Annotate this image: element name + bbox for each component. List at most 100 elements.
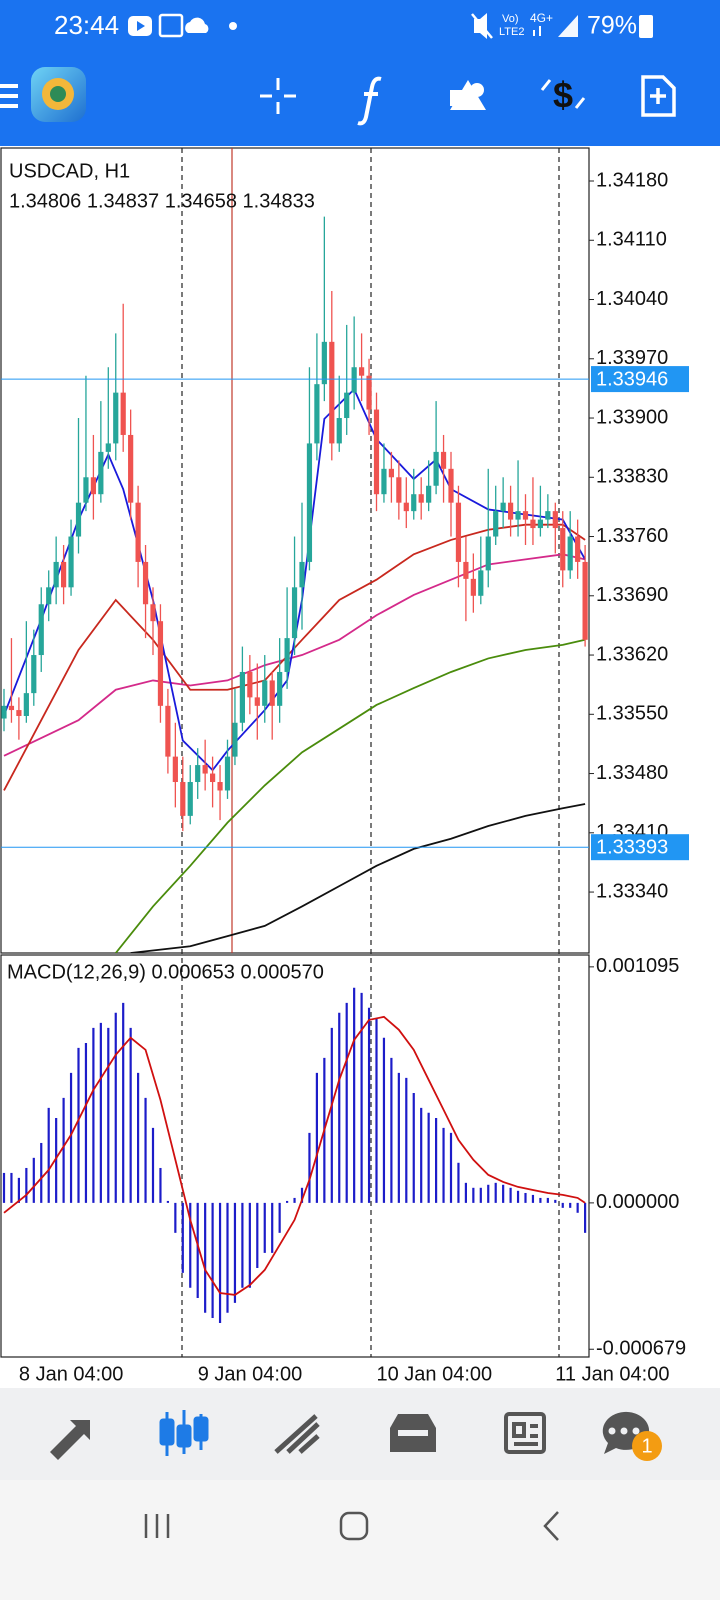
y-tick-label: 1.33830 [596,466,668,488]
ohlc-label: 1.34806 1.34837 1.34658 1.34833 [9,190,315,212]
period-separators [181,148,560,1357]
candle-body [105,443,111,452]
network-label: 4G+ [530,11,553,25]
candle-body [582,561,588,640]
news-tab[interactable] [504,1412,546,1454]
price-frame [0,147,590,954]
y-tick-label: 1.34110 [596,229,667,251]
price-tag [591,366,689,393]
y-tick-label: 1.33970 [596,347,668,369]
candle-body [515,511,521,520]
candle-body [180,782,186,816]
candle-body [344,392,350,419]
candle-body [485,536,491,571]
candle-body [247,671,253,698]
back-button[interactable] [543,1511,559,1541]
y-tick-label: 1.33690 [596,584,668,606]
indicators-button[interactable] [357,76,382,126]
candle-body [433,451,439,486]
candle-body [128,434,134,503]
price-tag-label: 1.33393 [596,836,668,858]
candle-body [120,392,126,435]
candle-body [150,604,156,622]
candle-body [224,756,231,791]
candle-body [1,705,7,719]
candle-body [113,392,119,444]
candle-body [262,680,268,706]
candle-body [31,655,37,694]
macd-label: MACD(12,26,9) 0.000653 0.000570 [7,961,324,983]
history-tab[interactable] [390,1414,436,1452]
notification-icons [128,13,237,38]
candle-body [396,477,402,503]
candle-body [202,765,208,774]
candle-body [508,502,514,520]
candle-body [90,477,96,495]
quotes-tab[interactable] [50,1420,90,1460]
candle-body [448,468,454,503]
crosshair-button[interactable] [260,78,296,114]
y-tick-label: 1.33550 [596,703,668,725]
price-tag-label: 1.33946 [596,368,668,390]
message-badge: 1 [641,1435,652,1457]
macd-plot [2,987,587,1323]
candle-body [537,519,543,529]
recent-apps-button[interactable] [144,1514,170,1538]
candle-body [68,536,74,588]
y-tick-label: -0.000679 [596,1338,686,1360]
moving-average [3,553,586,757]
candle-body [500,502,506,512]
candle-body [83,477,89,503]
symbol-label: USDCAD, H1 [9,160,130,182]
candle-body [98,451,104,495]
candle-body [351,367,357,393]
home-button[interactable] [339,1511,369,1541]
objects-button[interactable] [450,80,486,110]
time-label: 10 Jan 04:00 [377,1363,493,1385]
candle-body [463,561,469,579]
candle-body [522,511,529,520]
menu-button[interactable] [0,84,18,108]
y-tick-label: 1.34040 [596,288,668,310]
candle-body [75,502,82,537]
candle-body [135,502,141,562]
messages-tab[interactable]: 1 [602,1411,662,1461]
trade-button[interactable]: $ [540,75,586,116]
y-tick-label: 1.33900 [596,406,668,428]
candle-body [239,671,245,723]
moving-average [130,803,586,953]
new-order-button[interactable] [641,75,676,117]
candle-body [210,773,216,783]
app-logo[interactable] [31,67,86,122]
candle-body [478,570,484,596]
candle-body [336,418,342,444]
candle-body [530,519,536,529]
time-label: 9 Jan 04:00 [198,1363,303,1385]
y-tick-label: 1.33760 [596,525,668,547]
candle-body [314,384,320,444]
lte-label: LTE2 [499,26,524,38]
candle-body [38,604,44,656]
moving-average [3,523,586,791]
candle-body [411,494,417,512]
price-tag [591,834,689,861]
toolbar: $ [0,67,676,126]
macd-frame [0,954,590,1358]
price-plot [1,216,588,953]
candle-body [277,671,283,706]
candle-body [560,528,566,571]
bottom-nav [0,1388,720,1480]
chart-tab[interactable] [159,1410,209,1456]
candle-body [381,468,387,495]
system-status-icons: Vo) LTE2 4G+ 79% [471,11,653,40]
candle-body [254,697,260,706]
y-tick-label: 1.33620 [596,643,668,665]
battery-percent: 79% [587,12,637,40]
trade-tab[interactable] [274,1414,320,1454]
time-label: 8 Jan 04:00 [19,1363,124,1385]
candle-body [366,375,372,410]
chart-area[interactable] [0,146,720,1388]
y-tick-label: 0.000000 [596,1191,679,1213]
